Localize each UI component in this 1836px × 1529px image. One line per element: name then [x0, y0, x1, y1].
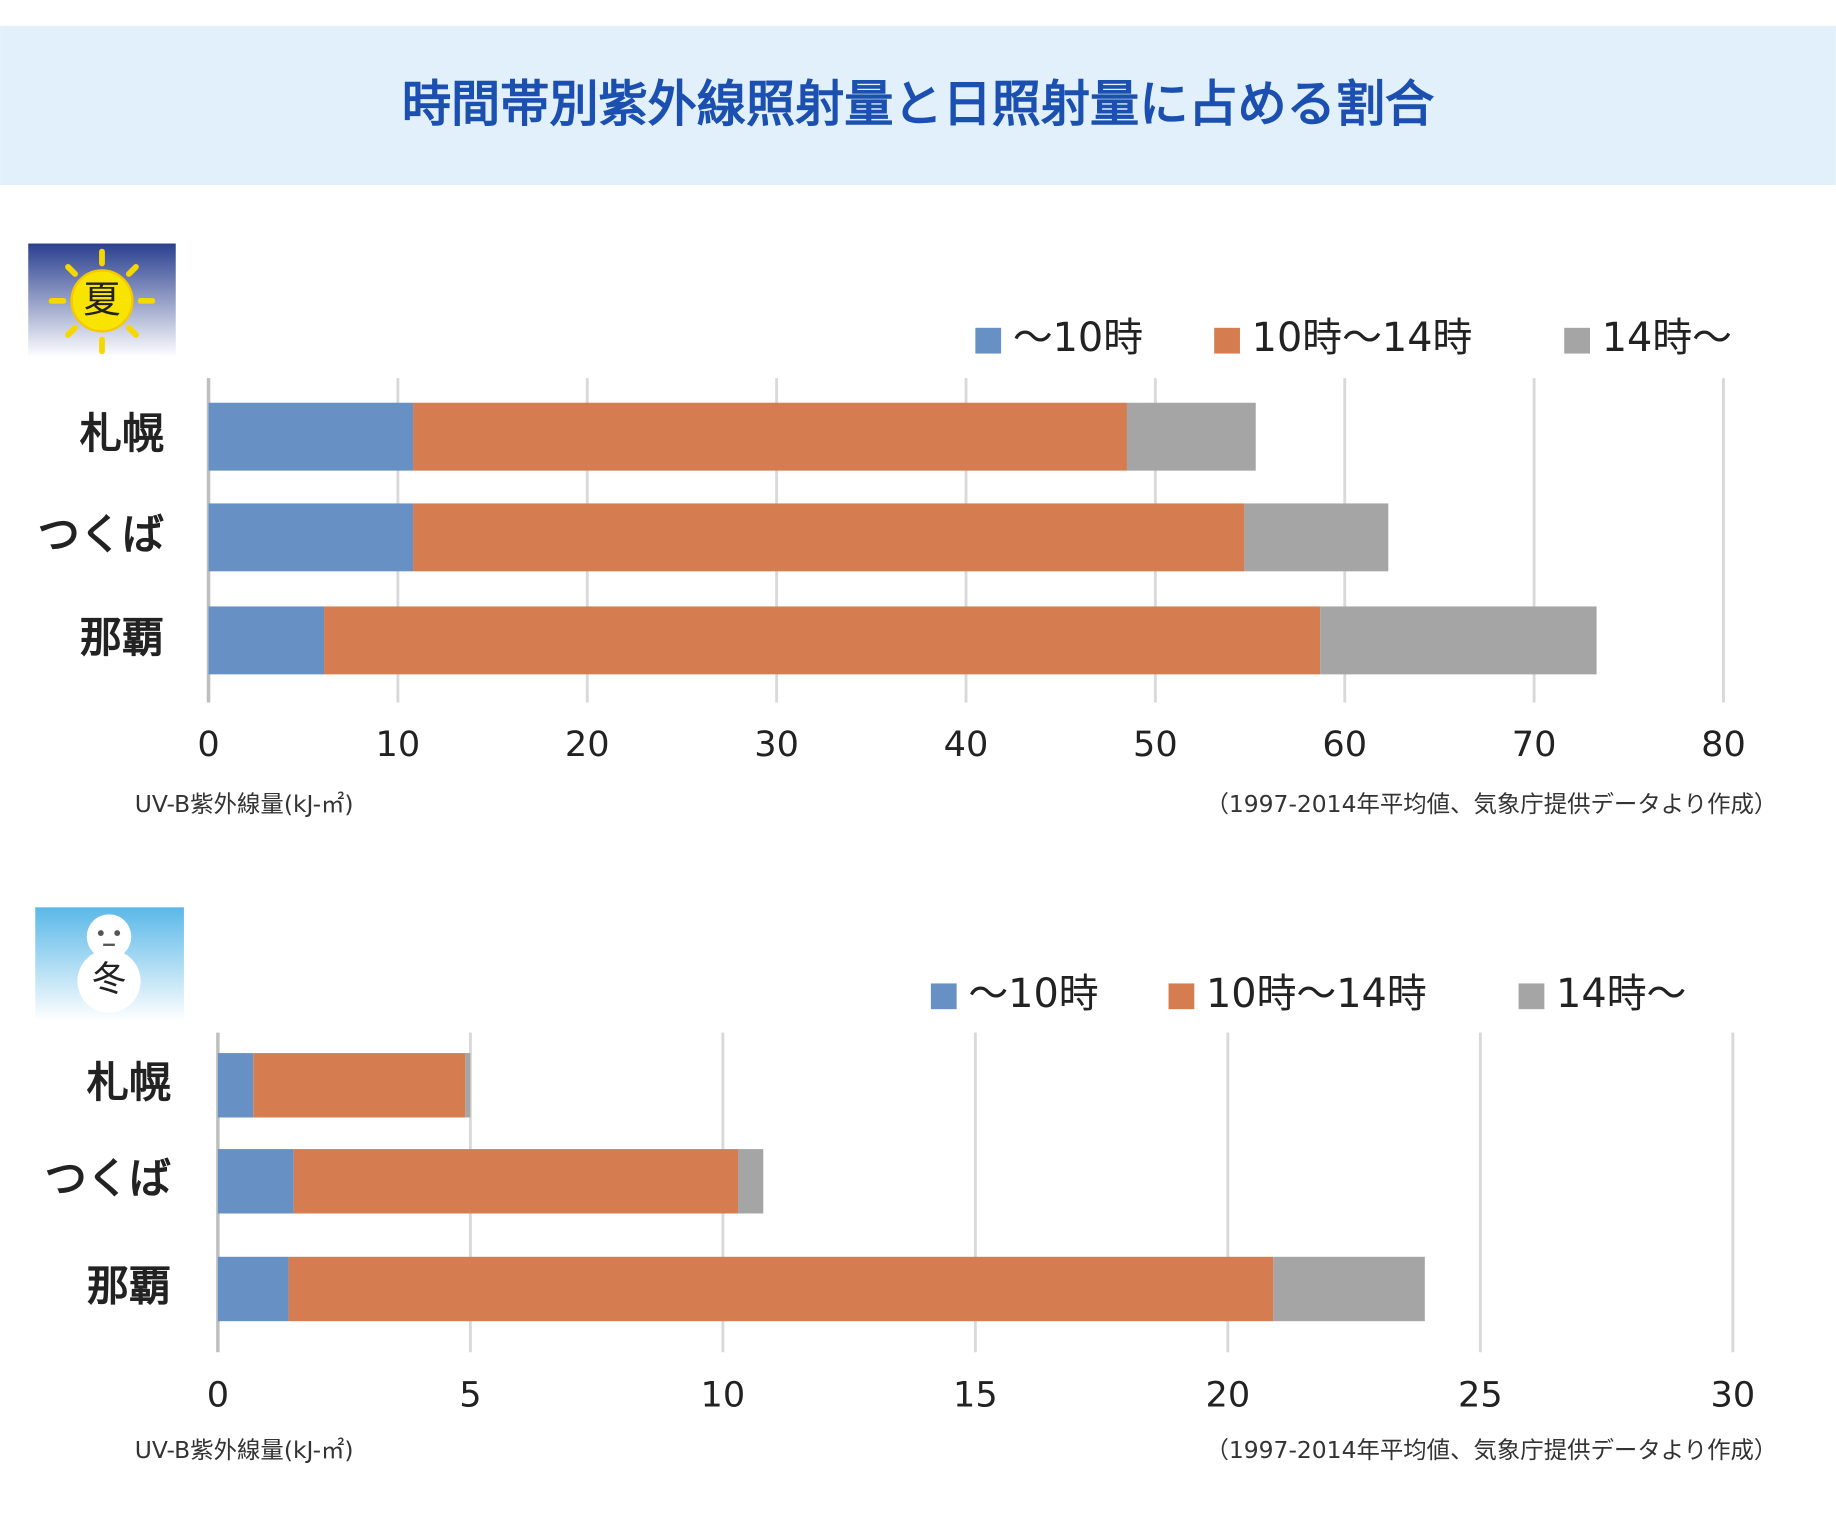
- category-label: 札幌: [80, 409, 164, 458]
- bar-segment: [1244, 503, 1389, 572]
- bar-segment: [288, 1256, 1274, 1322]
- legend-label: 14時～: [1602, 315, 1732, 361]
- legend-label: ～10時: [1013, 315, 1143, 361]
- bar-segment: [208, 402, 414, 471]
- legend-label: 10時～14時: [1206, 971, 1427, 1017]
- bar-segment: [253, 1053, 466, 1118]
- legend-label: 14時～: [1556, 971, 1686, 1017]
- x-tick-label: 25: [1458, 1375, 1503, 1416]
- x-tick-label: 50: [1133, 724, 1178, 765]
- bar-segment: [738, 1149, 764, 1214]
- legend-swatch: [1518, 983, 1545, 1010]
- x-tick-label: 40: [944, 724, 989, 765]
- legend-swatch: [1564, 327, 1591, 354]
- legend-swatch: [975, 327, 1002, 354]
- category-label: 那覇: [80, 613, 164, 662]
- x-tick-label: 0: [207, 1375, 229, 1416]
- x-axis-label: UV-B紫外線量(kJ-㎡): [135, 790, 354, 818]
- bar-segment: [413, 402, 1127, 471]
- bar-segment: [217, 1053, 254, 1118]
- category-label: 那覇: [87, 1261, 171, 1310]
- x-tick-label: 5: [459, 1375, 481, 1416]
- legend-label: ～10時: [968, 971, 1098, 1017]
- bar-segment: [217, 1256, 289, 1322]
- summer-icon: 夏: [28, 243, 176, 358]
- x-tick-label: 80: [1701, 724, 1746, 765]
- page-title: 時間帯別紫外線照射量と日照射量に占める割合: [402, 75, 1435, 133]
- bar-segment: [1126, 402, 1256, 471]
- x-tick-label: 0: [197, 724, 219, 765]
- bar-segment: [324, 606, 1321, 675]
- source-note: （1997-2014年平均値、気象庁提供データより作成）: [1205, 790, 1777, 818]
- winter-icon: 冬: [35, 907, 184, 1021]
- bar-segment: [413, 503, 1245, 572]
- legend-swatch: [930, 983, 957, 1010]
- bar-segment: [1320, 606, 1597, 675]
- x-tick-label: 20: [565, 724, 610, 765]
- x-tick-label: 10: [701, 1375, 746, 1416]
- category-label: 札幌: [87, 1058, 171, 1107]
- bar-segment: [217, 1149, 294, 1214]
- x-tick-label: 70: [1512, 724, 1557, 765]
- source-note: （1997-2014年平均値、気象庁提供データより作成）: [1205, 1436, 1777, 1464]
- legend-swatch: [1168, 983, 1195, 1010]
- x-tick-label: 10: [376, 724, 421, 765]
- legend-label: 10時～14時: [1252, 315, 1473, 361]
- bar-segment: [208, 606, 325, 675]
- x-tick-label: 15: [953, 1375, 998, 1416]
- header-band: [0, 25, 1836, 185]
- legend-swatch: [1214, 327, 1240, 354]
- bar-segment: [208, 503, 414, 572]
- x-tick-label: 20: [1206, 1375, 1251, 1416]
- bar-segment: [465, 1053, 471, 1118]
- season-label: 冬: [91, 959, 126, 1000]
- x-tick-label: 30: [1710, 1375, 1755, 1416]
- x-tick-label: 60: [1322, 724, 1367, 765]
- x-tick-label: 30: [754, 724, 799, 765]
- category-label: つくば: [45, 1154, 171, 1203]
- bar-segment: [293, 1149, 739, 1214]
- bar-segment: [1273, 1256, 1425, 1322]
- season-label: 夏: [83, 278, 120, 322]
- x-axis-label: UV-B紫外線量(kJ-㎡): [135, 1436, 354, 1464]
- category-label: つくば: [38, 510, 164, 559]
